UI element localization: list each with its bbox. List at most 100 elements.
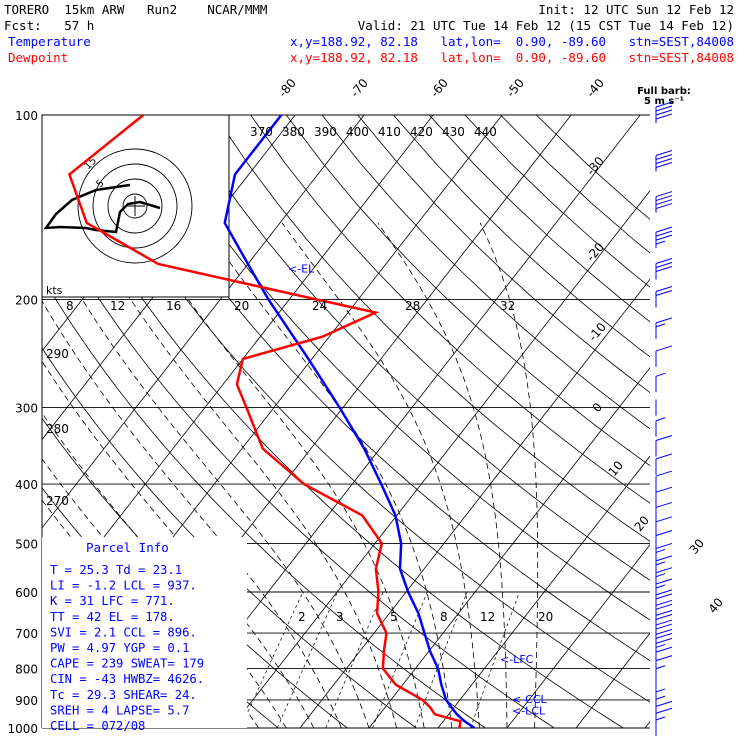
wind-barb [655,258,673,280]
isotherm-tick-label: 30 [687,536,708,557]
wind-barb [655,665,666,685]
wind-barb [655,516,673,538]
wind-barb [655,345,673,367]
wind-barb [655,486,673,509]
pressure-tick-label: 500 [15,537,38,551]
dry-adiabat [285,115,650,467]
hodograph-ring [77,148,193,264]
mixing-ratio-tick-label: 3 [336,610,344,624]
mixing-ratio-tick-label: 8 [440,610,448,624]
moist-adiabat [42,228,370,728]
parcel-info-row: T = 25.3 Td = 23.1 [50,563,182,577]
pressure-tick-label: 600 [15,586,38,600]
wind-barb [655,286,673,308]
isotherm-line [299,278,650,728]
thetae-tick-label: 16 [166,299,181,313]
dry-adiabat [214,115,650,542]
dry-adiabat [321,115,650,430]
isotherm-line [437,455,650,728]
wind-barb [655,226,673,249]
wind-barb [655,435,673,457]
level-marker-label: <-CCL [512,693,548,706]
forecast-hour: Fcst: 57 h [4,18,94,33]
theta-tick-label: 280 [46,422,69,436]
hodograph-ring [107,178,163,234]
moist-adiabat [136,222,425,728]
profiles [67,115,476,728]
dry-adiabat [393,115,650,358]
theta-tick-label: 270 [46,494,69,508]
isotherm-line [714,115,740,728]
temperature-location: x,y=188.92, 82.18 lat,lon= 0.90, -89.60 … [290,34,734,49]
wind-barb [655,417,666,437]
background-lines [42,115,740,728]
parcel-info-title: Parcel Info [86,540,169,555]
wind-barb [655,542,673,565]
wind-barb [655,628,673,651]
dewpoint-legend-label: Dewpoint [8,50,68,65]
parcel-info-row: Tc = 29.3 SHEAR= 24. [50,688,197,702]
isotherm-line [506,544,650,728]
isotherm-tick-label: 10 [606,458,627,479]
dewpoint-profile [67,115,462,728]
moist-adiabat [479,222,539,728]
wind-barb [655,101,673,123]
dry-adiabat [42,275,486,728]
theta-tick-label: 290 [46,347,69,361]
moist-adiabat [377,222,508,728]
theta-tick-label: 410 [378,125,401,139]
mixing-ratio-line [240,591,304,728]
mixing-ratio-line [414,591,468,728]
parcel-info-row: LI = -1.2 LCL = 937. [50,579,197,593]
isotherm-tick-label: 0 [590,400,606,415]
mixing-ratio-line [372,591,428,728]
parcel-info-row: CELL = 072/08 [50,719,145,733]
isotherm-line [644,720,650,728]
pressure-tick-label: 300 [15,401,38,415]
parcel-info-panel: Parcel Info T = 25.3 Td = 23.1 LI = -1.2 … [42,537,247,733]
wind-barb [655,529,673,552]
thetae-tick-label: 28 [405,299,420,313]
theta-tick-label: 380 [282,125,305,139]
theta-tick-label: 400 [346,125,369,139]
mixing-ratio-tick-label: 5 [390,610,398,624]
isotherm-line [42,115,365,529]
dry-adiabat [178,115,650,581]
theta-tick-label: 430 [442,125,465,139]
dry-adiabat [428,115,650,323]
dry-adiabat [464,115,650,288]
isotherm-line [575,632,650,728]
wind-barb [655,150,673,172]
theta-tick-label: 440 [474,125,497,139]
mixing-ratio-line [277,591,338,728]
valid-time: Valid: 21 UTC Tue 14 Feb 12 (15 CST Tue … [358,18,734,33]
pressure-tick-label: 400 [15,478,38,492]
dewpoint-location: x,y=188.92, 82.18 lat,lon= 0.90, -89.60 … [290,50,734,65]
thetae-tick-label: 8 [66,299,74,313]
mixing-ratio-tick-label: 20 [538,610,553,624]
moist-adiabat [42,360,315,728]
moist-adiabat [42,300,342,728]
temperature-legend-label: Temperature [8,34,91,49]
parcel-info-row: TT = 42 EL = 178. [50,610,175,624]
thetae-tick-label: 20 [234,299,249,313]
parcel-info-row: CAPE = 239 SWEAT= 179 [50,657,204,671]
dry-adiabat [536,115,650,220]
hodograph-units: kts [46,284,63,297]
model-title: TORERO 15km ARW Run2 NCAR/MMM [4,2,267,17]
wind-barb [655,372,666,393]
wind-barb [655,191,673,213]
hodograph-ring [92,163,178,249]
mixing-ratio-tick-label: 2 [298,610,306,624]
isotherm-line [230,190,650,728]
dry-adiabat [71,115,650,703]
moist-adiabat [281,222,480,728]
wind-barbs [655,101,673,736]
isotherm-tick-label: -20 [584,240,607,264]
wind-barb [655,589,673,611]
dry-adiabat [500,115,650,254]
isotherm-tick-label: -30 [584,154,607,178]
level-marker-label: <-EL [288,263,315,276]
wind-barb [655,317,673,339]
